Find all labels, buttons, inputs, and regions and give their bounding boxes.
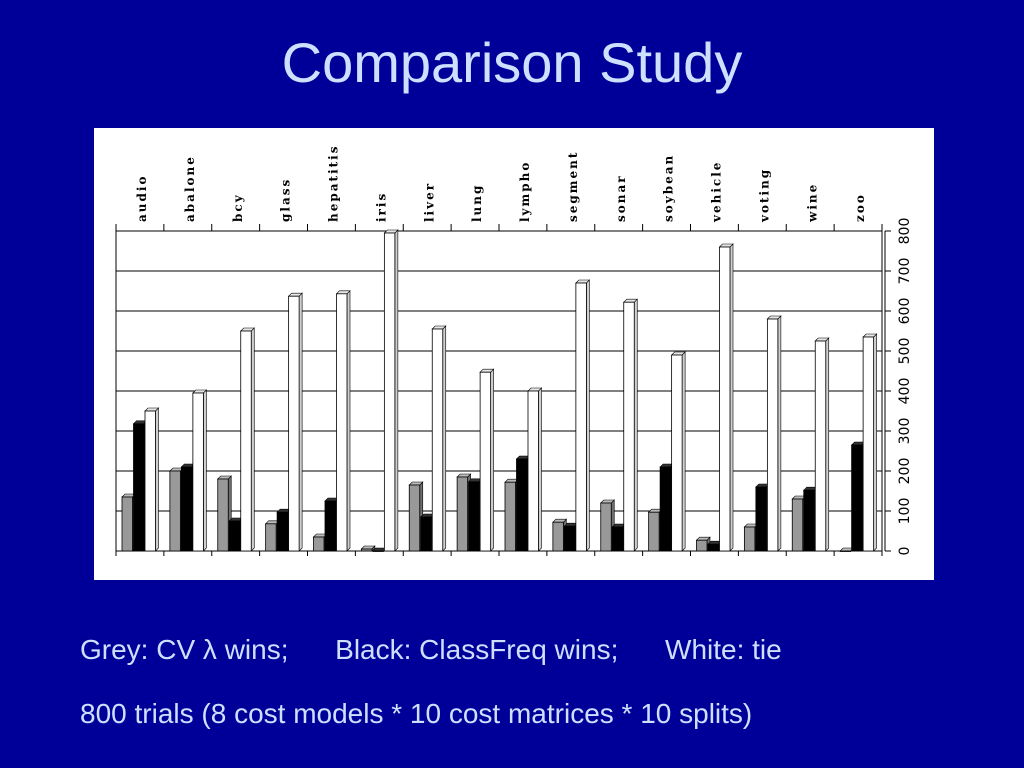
bar-audio-white xyxy=(144,407,160,552)
category-label-lympho: lympho xyxy=(518,161,532,222)
value-tick-label: 800 xyxy=(897,218,913,245)
bar-wine-white xyxy=(814,337,830,552)
value-tick-label: 0 xyxy=(897,547,913,556)
category-label-zoo: zoo xyxy=(853,193,867,222)
bar-vehicle-white xyxy=(718,243,734,552)
bar-chart: audio abalone bcy glass hepatitis iris liver lu… xyxy=(115,145,913,556)
category-label-wine: wine xyxy=(805,183,819,223)
category-label-abalone: abalone xyxy=(183,155,197,222)
bar-soybean-white xyxy=(670,351,686,552)
value-axis: 0 100 200 300 400 500 600 700 800 xyxy=(884,218,913,556)
legend-caption: Grey: CV λ wins; Black: ClassFreq wins; … xyxy=(80,634,782,665)
trials-caption: 800 trials (8 cost models * 10 cost matr… xyxy=(80,698,753,729)
value-tick-label: 100 xyxy=(897,498,913,525)
bar-sonar-white xyxy=(623,298,638,552)
category-label-iris: iris xyxy=(374,192,388,222)
category-label-sonar: sonar xyxy=(614,174,628,222)
bar-lung-white xyxy=(479,368,495,552)
category-label-segment: segment xyxy=(566,151,580,222)
category-label-lung: lung xyxy=(470,184,484,222)
category-label-hepatitis: hepatitis xyxy=(327,145,341,222)
category-label-soybean: soybean xyxy=(662,154,676,222)
value-tick-label: 400 xyxy=(897,378,913,405)
category-label-voting: voting xyxy=(757,168,771,223)
bar-glass-white xyxy=(287,292,303,552)
bar-voting-white xyxy=(766,315,782,552)
bar-zoo-white xyxy=(862,333,878,552)
chart-panel: audio abalone bcy glass hepatitis iris liver lu… xyxy=(94,128,934,580)
bar-abalone-white xyxy=(192,389,208,552)
category-label-vehicle: vehicle xyxy=(710,161,724,223)
category-labels: audio abalone bcy glass hepatitis iris liver lu… xyxy=(135,145,867,223)
value-tick-label: 200 xyxy=(897,458,913,485)
bar-bcy-white xyxy=(240,327,255,552)
bar-hepatitis-white xyxy=(335,290,351,552)
value-tick-label: 600 xyxy=(897,298,913,325)
slide-title: Comparison Study xyxy=(281,31,743,94)
value-tick-label: 500 xyxy=(897,338,913,365)
bar-liver-white xyxy=(431,325,447,552)
bar-iris-white xyxy=(383,229,399,552)
value-tick-label: 300 xyxy=(897,418,913,445)
bar-segment-white xyxy=(575,279,591,552)
category-label-glass: glass xyxy=(279,178,293,222)
bar-iris-grey xyxy=(360,545,376,552)
value-tick-label: 700 xyxy=(897,258,913,285)
bar-lympho-white xyxy=(527,387,543,552)
chart-bars xyxy=(121,229,878,552)
category-label-audio: audio xyxy=(135,175,149,222)
category-label-bcy: bcy xyxy=(231,193,245,222)
category-label-liver: liver xyxy=(422,182,436,222)
